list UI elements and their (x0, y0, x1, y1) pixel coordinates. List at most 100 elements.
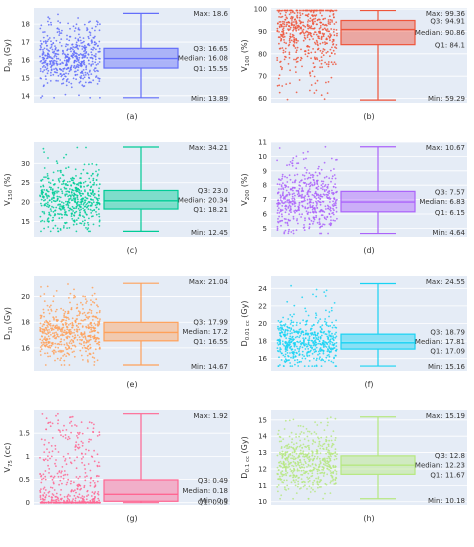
scatter-point (282, 22, 284, 25)
scatter-point (75, 46, 77, 48)
scatter-point (39, 44, 42, 47)
scatter-point (40, 481, 43, 484)
scatter-point (319, 198, 322, 200)
scatter-point (281, 456, 284, 458)
scatter-point (83, 85, 86, 87)
scatter-point (44, 193, 47, 196)
scatter-point (290, 321, 293, 324)
stat-min-label: Min: 0.0 (200, 497, 228, 505)
scatter-point (54, 448, 57, 450)
scatter-point (79, 36, 81, 39)
scatter-point (87, 59, 90, 62)
scatter-point (79, 194, 82, 197)
scatter-point (82, 77, 84, 80)
scatter-point (286, 329, 289, 332)
scatter-point (312, 333, 315, 336)
scatter-point (83, 205, 86, 208)
scatter-point (307, 21, 309, 23)
panel-caption: (b) (363, 112, 374, 121)
scatter-point (310, 327, 312, 330)
scatter-point (305, 171, 308, 174)
y-axis-label-subscript: 0.01 cc (245, 320, 251, 340)
scatter-point (63, 343, 66, 346)
y-tick-label: 90 (258, 28, 267, 36)
scatter-point (299, 459, 301, 462)
scatter-point (292, 217, 295, 220)
scatter-point (282, 182, 284, 185)
scatter-point (47, 53, 49, 55)
scatter-point (57, 335, 60, 338)
y-tick-label: 24 (258, 285, 267, 293)
scatter-point (87, 230, 90, 233)
scatter-point (319, 326, 322, 328)
scatter-point (79, 312, 81, 315)
scatter-point (327, 207, 329, 210)
scatter-point (316, 180, 318, 183)
scatter-point (288, 344, 291, 347)
scatter-point (290, 211, 292, 214)
scatter-point (50, 68, 53, 71)
scatter-point (289, 205, 292, 208)
scatter-point (89, 469, 92, 472)
scatter-point (77, 310, 80, 312)
scatter-point (316, 457, 318, 460)
scatter-point (280, 195, 282, 198)
scatter-point (294, 181, 296, 184)
scatter-point (307, 444, 310, 447)
scatter-point (50, 327, 52, 330)
scatter-point (47, 422, 49, 424)
scatter-point (68, 346, 71, 348)
scatter-point (285, 474, 288, 477)
scatter-point (92, 183, 94, 186)
scatter-point (313, 33, 315, 36)
scatter-point (44, 66, 47, 69)
scatter-point (66, 473, 69, 476)
scatter-point (55, 206, 58, 209)
scatter-point (77, 200, 79, 203)
scatter-point (329, 216, 332, 218)
scatter-point (327, 65, 330, 68)
scatter-point (68, 70, 71, 73)
scatter-point (43, 151, 45, 153)
scatter-point (48, 451, 51, 454)
scatter-point (52, 325, 54, 327)
scatter-point (319, 42, 322, 45)
scatter-point (325, 63, 328, 65)
scatter-point (283, 21, 286, 23)
scatter-point (84, 295, 86, 298)
stat-q1-label: Q1: 0.03 (198, 498, 228, 506)
scatter-point (309, 72, 311, 75)
scatter-point (285, 360, 288, 363)
scatter-point (281, 177, 283, 180)
scatter-point (80, 458, 83, 460)
scatter-point (39, 489, 41, 492)
scatter-point (313, 181, 316, 184)
scatter-point (55, 327, 58, 329)
scatter-point (53, 52, 55, 54)
scatter-point (312, 293, 314, 296)
scatter-point (93, 486, 96, 488)
scatter-point (295, 189, 298, 192)
scatter-point (305, 157, 307, 160)
scatter-point (43, 315, 45, 318)
scatter-point (56, 496, 59, 499)
scatter-point (321, 188, 324, 191)
scatter-point (83, 486, 86, 489)
scatter-point (331, 332, 333, 335)
scatter-point (52, 73, 55, 76)
scatter-point (78, 328, 81, 331)
scatter-point (285, 83, 288, 85)
scatter-point (61, 330, 63, 333)
scatter-point (319, 350, 322, 352)
scatter-point (307, 348, 310, 350)
scatter-point (279, 65, 282, 68)
scatter-point (307, 183, 310, 186)
scatter-point (48, 195, 50, 198)
scatter-point (286, 181, 289, 183)
scatter-point (299, 14, 302, 17)
scatter-point (305, 462, 307, 465)
scatter-point (308, 337, 311, 339)
scatter-point (76, 196, 79, 199)
scatter-point (96, 465, 99, 468)
scatter-point (316, 481, 319, 484)
